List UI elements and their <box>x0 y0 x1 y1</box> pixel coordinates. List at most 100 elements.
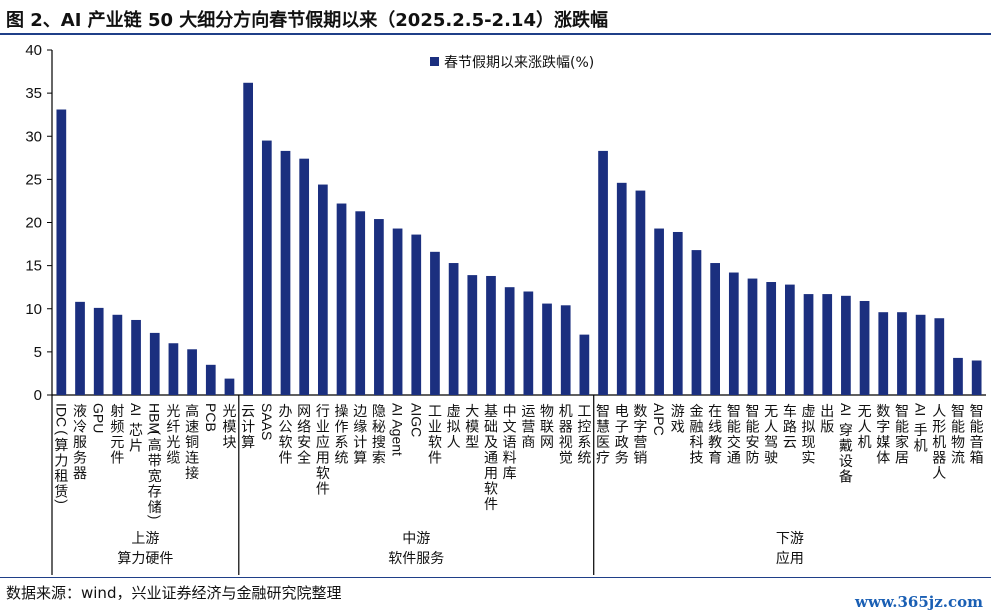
x-label-text: 线 <box>708 420 722 436</box>
bar-28 <box>579 334 590 395</box>
bar-37 <box>747 278 758 395</box>
x-label-text: 射 <box>110 404 124 420</box>
x-label-text: 智 <box>895 404 909 420</box>
y-tick-label: 25 <box>25 171 42 188</box>
x-label-text: 能 <box>895 420 909 436</box>
x-label-text: 备 <box>839 468 853 485</box>
x-label-text: 居 <box>895 451 909 467</box>
x-label-text: 础 <box>484 420 498 436</box>
x-label-text: 器 <box>932 451 946 467</box>
x-label-text: AIPC <box>651 403 667 436</box>
x-label-text: 计 <box>241 420 255 436</box>
x-label-text: 件 <box>484 497 498 513</box>
x-label-text: 网 <box>297 404 311 420</box>
x-label-text: 驶 <box>764 451 778 467</box>
x-label-text: ) <box>148 515 164 520</box>
bar-27 <box>560 305 571 395</box>
x-label-text: 务 <box>73 451 87 467</box>
x-label-text: 科 <box>689 435 703 451</box>
bar-26 <box>542 303 552 395</box>
x-label-text: 办 <box>279 404 293 420</box>
x-label-text: 联 <box>540 420 554 436</box>
x-label-text: 物 <box>951 435 965 451</box>
x-label-2: GPU <box>91 403 107 433</box>
bar-13 <box>299 158 310 395</box>
x-label-text: 安 <box>746 435 760 451</box>
x-label-text: 计 <box>353 435 367 451</box>
x-label-text: GPU <box>91 403 107 433</box>
bar-35 <box>710 263 720 395</box>
legend-label: 春节假期以来涨跌幅(%) <box>444 55 594 71</box>
x-label-text: 智 <box>970 404 984 420</box>
x-label-text: 模 <box>222 420 236 436</box>
x-label-text: 赁 <box>54 485 68 501</box>
x-label-text: 人 <box>858 420 872 436</box>
source-note: 数据来源：wind，兴业证券经济与金融研究院整理 <box>6 584 342 602</box>
bar-16 <box>355 211 366 395</box>
x-label-text: 接 <box>185 465 199 482</box>
bar-2 <box>93 307 104 395</box>
bar-33 <box>672 231 683 395</box>
x-label-text: 穿 <box>839 423 853 439</box>
x-label-text: 边 <box>353 404 367 420</box>
group-label: 上游 <box>131 531 159 547</box>
x-label-8: PCB <box>203 403 219 432</box>
x-label-text: 机 <box>858 435 872 451</box>
x-label-4: AI 芯片 <box>128 403 144 454</box>
bar-46 <box>915 314 926 395</box>
x-label-text: 统 <box>577 451 591 467</box>
bar-6 <box>168 343 179 395</box>
x-label-text: 防 <box>746 451 760 467</box>
x-label-text: 机 <box>914 438 928 454</box>
x-label-text: 软 <box>484 482 498 498</box>
x-label-41: 出版 <box>820 404 834 436</box>
x-label-text: 库 <box>503 466 517 482</box>
x-label-25: 运营商 <box>521 404 535 451</box>
y-tick-label: 20 <box>25 215 42 232</box>
x-label-text: 体 <box>876 451 890 467</box>
bar-4 <box>131 319 141 395</box>
x-label-text: AIGC <box>408 403 424 437</box>
bar-20 <box>430 251 440 395</box>
x-label-18: AI Agent <box>390 403 406 456</box>
x-label-text: 件 <box>428 451 442 467</box>
bar-15 <box>336 203 347 395</box>
x-label-text: 大 <box>465 404 479 420</box>
x-label-text: 文 <box>503 420 517 436</box>
bar-45 <box>897 312 907 395</box>
x-label-text: 基 <box>484 403 498 420</box>
x-label-text: 音 <box>970 434 984 451</box>
x-label-text: 模 <box>465 420 479 436</box>
x-label-text: 算 <box>241 435 255 451</box>
x-label-text: 用 <box>484 466 498 482</box>
x-label-text: 在 <box>708 404 722 420</box>
x-label-text: 拟 <box>802 420 816 436</box>
x-label-text: 通 <box>727 451 741 467</box>
x-label-19: AIGC <box>408 403 424 437</box>
x-label-text: 技 <box>689 451 703 467</box>
x-label-text: 索 <box>372 450 386 467</box>
x-label-text: 高 <box>148 437 162 454</box>
y-tick-label: 35 <box>25 85 42 102</box>
x-label-text: 器 <box>559 420 573 436</box>
x-label-text: 车 <box>783 403 797 420</box>
x-label-text: 网 <box>540 435 554 451</box>
bar-38 <box>766 282 777 395</box>
x-label-text: 件 <box>110 451 124 467</box>
x-label-text: 带 <box>148 454 162 470</box>
x-label-text: 元 <box>110 435 124 451</box>
x-label-text: AI <box>128 403 144 416</box>
